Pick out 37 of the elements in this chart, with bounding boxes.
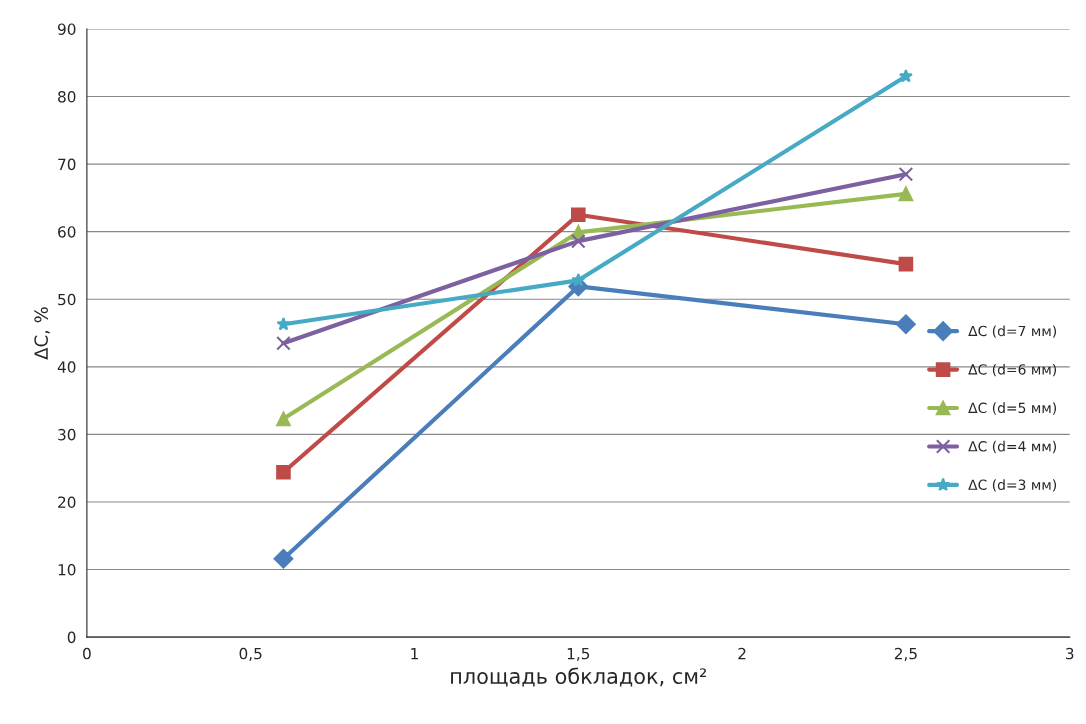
point (898, 186, 914, 202)
y-tick-label: 10 (58, 564, 76, 576)
legend-label: ΔC (d=5 мм) (968, 402, 1057, 415)
point (571, 207, 586, 223)
legend-label: ΔC (d=4 мм) (968, 440, 1057, 454)
x-tick-label: 1 (411, 648, 418, 660)
x-axis-title: площадь обкладок, см² (451, 667, 707, 687)
y-tick-label: 0 (67, 631, 76, 644)
legend-label: ΔC (d=7 мм) (968, 325, 1057, 338)
y-tick-label: 40 (57, 361, 76, 373)
y-axis-title: ΔC, % (34, 307, 50, 360)
point (898, 68, 913, 83)
y-tick-label: 30 (58, 428, 76, 441)
y-tick-label: 60 (58, 226, 76, 238)
y-tick-label: 80 (58, 91, 76, 103)
x-tick-label: 0 (83, 647, 91, 660)
x-tick-label: 3 (1066, 647, 1074, 660)
point (276, 316, 291, 331)
x-tick-label: 2 (738, 647, 746, 660)
y-tick-label: 70 (58, 158, 76, 171)
point (898, 256, 914, 272)
point (898, 166, 914, 182)
legend-label: ΔC (d=3 мм) (968, 479, 1057, 492)
y-tick-label: 50 (58, 293, 76, 306)
legend-label: ΔC (d=6 мм) (968, 363, 1057, 377)
y-tick-label: 90 (57, 23, 76, 35)
point (273, 548, 294, 569)
point (896, 314, 916, 335)
point (276, 411, 291, 427)
y-tick-label: 20 (58, 496, 76, 508)
point (276, 464, 291, 480)
x-tick-label: 1,5 (567, 648, 590, 661)
x-tick-label: 2,5 (894, 647, 917, 661)
point (571, 233, 586, 249)
x-tick-label: 0,5 (239, 647, 262, 661)
point (276, 335, 291, 351)
point (571, 273, 586, 287)
